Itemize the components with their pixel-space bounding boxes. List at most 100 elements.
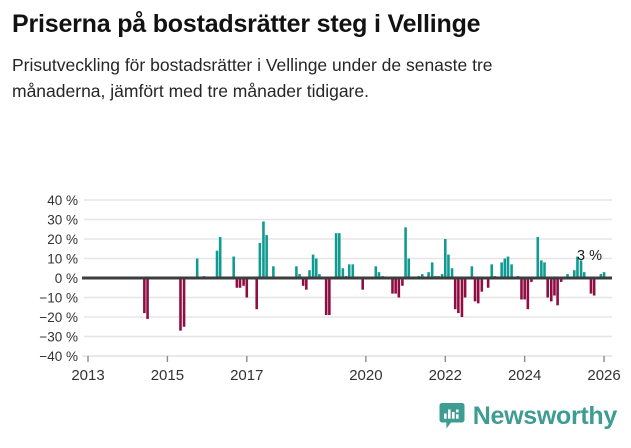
bar[interactable] bbox=[500, 262, 503, 278]
bar[interactable] bbox=[262, 221, 265, 278]
bar[interactable] bbox=[582, 272, 586, 278]
bar[interactable] bbox=[589, 278, 593, 294]
bar[interactable] bbox=[576, 256, 579, 278]
bar[interactable] bbox=[526, 278, 530, 310]
bar[interactable] bbox=[579, 260, 583, 278]
bar[interactable] bbox=[476, 278, 480, 304]
bar[interactable] bbox=[447, 254, 450, 278]
bar[interactable] bbox=[311, 254, 315, 278]
bar[interactable] bbox=[430, 262, 434, 278]
bar[interactable] bbox=[510, 264, 513, 278]
bar[interactable] bbox=[592, 278, 596, 296]
x-axis-tick-label: 2015 bbox=[151, 367, 184, 384]
chart-plot-area: 40 % 30 % 20 % 10 % 0 % −10 % −20 % −30 % −40 % 2… bbox=[0, 185, 631, 400]
bar[interactable] bbox=[506, 256, 510, 278]
bar[interactable] bbox=[460, 278, 464, 317]
last-value-label: 3 % bbox=[577, 248, 602, 264]
bar[interactable] bbox=[536, 237, 540, 278]
bar[interactable] bbox=[305, 278, 308, 290]
bar[interactable] bbox=[486, 278, 490, 288]
bar[interactable] bbox=[232, 256, 235, 278]
bar[interactable] bbox=[351, 264, 355, 278]
bar[interactable] bbox=[245, 278, 249, 298]
bar[interactable] bbox=[361, 278, 364, 290]
bar[interactable] bbox=[440, 274, 444, 278]
newsworthy-logo[interactable]: Newsworthy bbox=[439, 402, 617, 430]
bar[interactable] bbox=[473, 278, 477, 302]
bar[interactable] bbox=[470, 266, 474, 278]
bar[interactable] bbox=[143, 278, 146, 314]
bar[interactable] bbox=[420, 274, 424, 278]
bar[interactable] bbox=[334, 233, 338, 278]
bar[interactable] bbox=[377, 272, 381, 278]
x-axis-tick-label: 2013 bbox=[71, 367, 104, 384]
bar[interactable] bbox=[341, 268, 345, 278]
bar[interactable] bbox=[258, 242, 262, 278]
newsworthy-wordmark: Newsworthy bbox=[472, 401, 618, 430]
bar[interactable] bbox=[298, 274, 301, 278]
bar[interactable] bbox=[450, 268, 454, 278]
bar[interactable] bbox=[427, 272, 430, 278]
chart-footer: Newsworthy bbox=[0, 400, 631, 440]
bar[interactable] bbox=[566, 274, 569, 278]
bar[interactable] bbox=[255, 278, 258, 310]
bar[interactable] bbox=[301, 278, 305, 286]
bar[interactable] bbox=[318, 274, 321, 278]
bar[interactable] bbox=[602, 272, 606, 278]
x-axis-tick-label: 2024 bbox=[508, 367, 541, 384]
bar[interactable] bbox=[401, 278, 404, 286]
bar[interactable] bbox=[540, 260, 543, 278]
bar[interactable] bbox=[314, 258, 318, 279]
chart-subtitle: Prisutveckling för bostadsrätter i Velli… bbox=[12, 55, 493, 101]
bar[interactable] bbox=[235, 278, 239, 288]
bar[interactable] bbox=[179, 278, 182, 331]
y-axis-tick-label: 20 % bbox=[47, 232, 78, 247]
bar[interactable] bbox=[328, 278, 331, 316]
bar[interactable] bbox=[347, 264, 351, 278]
bar[interactable] bbox=[238, 278, 242, 288]
bar[interactable] bbox=[520, 278, 523, 300]
bar[interactable] bbox=[391, 278, 394, 294]
bar[interactable] bbox=[195, 258, 199, 279]
bar[interactable] bbox=[394, 278, 397, 294]
bar[interactable] bbox=[556, 278, 559, 306]
y-axis-tick-label: 0 % bbox=[55, 271, 78, 286]
bar-chart: 40 % 30 % 20 % 10 % 0 % −10 % −20 % −30 % −40 % 2… bbox=[39, 193, 620, 384]
bar[interactable] bbox=[324, 278, 328, 316]
bar[interactable] bbox=[242, 278, 245, 286]
y-axis-tick-label: −10 % bbox=[39, 291, 78, 306]
bar[interactable] bbox=[523, 278, 526, 300]
bar[interactable] bbox=[549, 278, 553, 302]
bar[interactable] bbox=[463, 278, 467, 298]
bar[interactable] bbox=[374, 266, 378, 278]
bar[interactable] bbox=[272, 266, 275, 278]
bar[interactable] bbox=[182, 278, 186, 327]
bar[interactable] bbox=[490, 264, 494, 278]
bar[interactable] bbox=[553, 278, 556, 296]
y-axis-tick-label: 10 % bbox=[47, 252, 78, 267]
bar[interactable] bbox=[480, 278, 484, 292]
bar[interactable] bbox=[453, 278, 457, 310]
x-axis-tick-label: 2026 bbox=[587, 367, 620, 384]
bar[interactable] bbox=[337, 233, 341, 278]
bar[interactable] bbox=[265, 235, 268, 278]
bar[interactable] bbox=[218, 237, 222, 278]
bar[interactable] bbox=[503, 258, 507, 279]
chart-page: Priserna på bostadsrätter steg i Velling… bbox=[0, 9, 631, 448]
bar[interactable] bbox=[397, 278, 401, 298]
y-axis-tick-label: −40 % bbox=[39, 349, 78, 364]
bar[interactable] bbox=[215, 250, 219, 278]
bar[interactable] bbox=[295, 266, 298, 278]
bar[interactable] bbox=[404, 227, 407, 278]
bar[interactable] bbox=[559, 278, 563, 282]
bar[interactable] bbox=[543, 262, 546, 278]
bar[interactable] bbox=[308, 270, 311, 278]
bar[interactable] bbox=[457, 278, 460, 314]
bar[interactable] bbox=[407, 258, 411, 279]
bar[interactable] bbox=[530, 278, 533, 282]
bar[interactable] bbox=[546, 278, 549, 298]
bar[interactable] bbox=[599, 274, 603, 278]
bar[interactable] bbox=[573, 270, 576, 278]
bar[interactable] bbox=[443, 239, 447, 278]
bar[interactable] bbox=[146, 278, 149, 319]
